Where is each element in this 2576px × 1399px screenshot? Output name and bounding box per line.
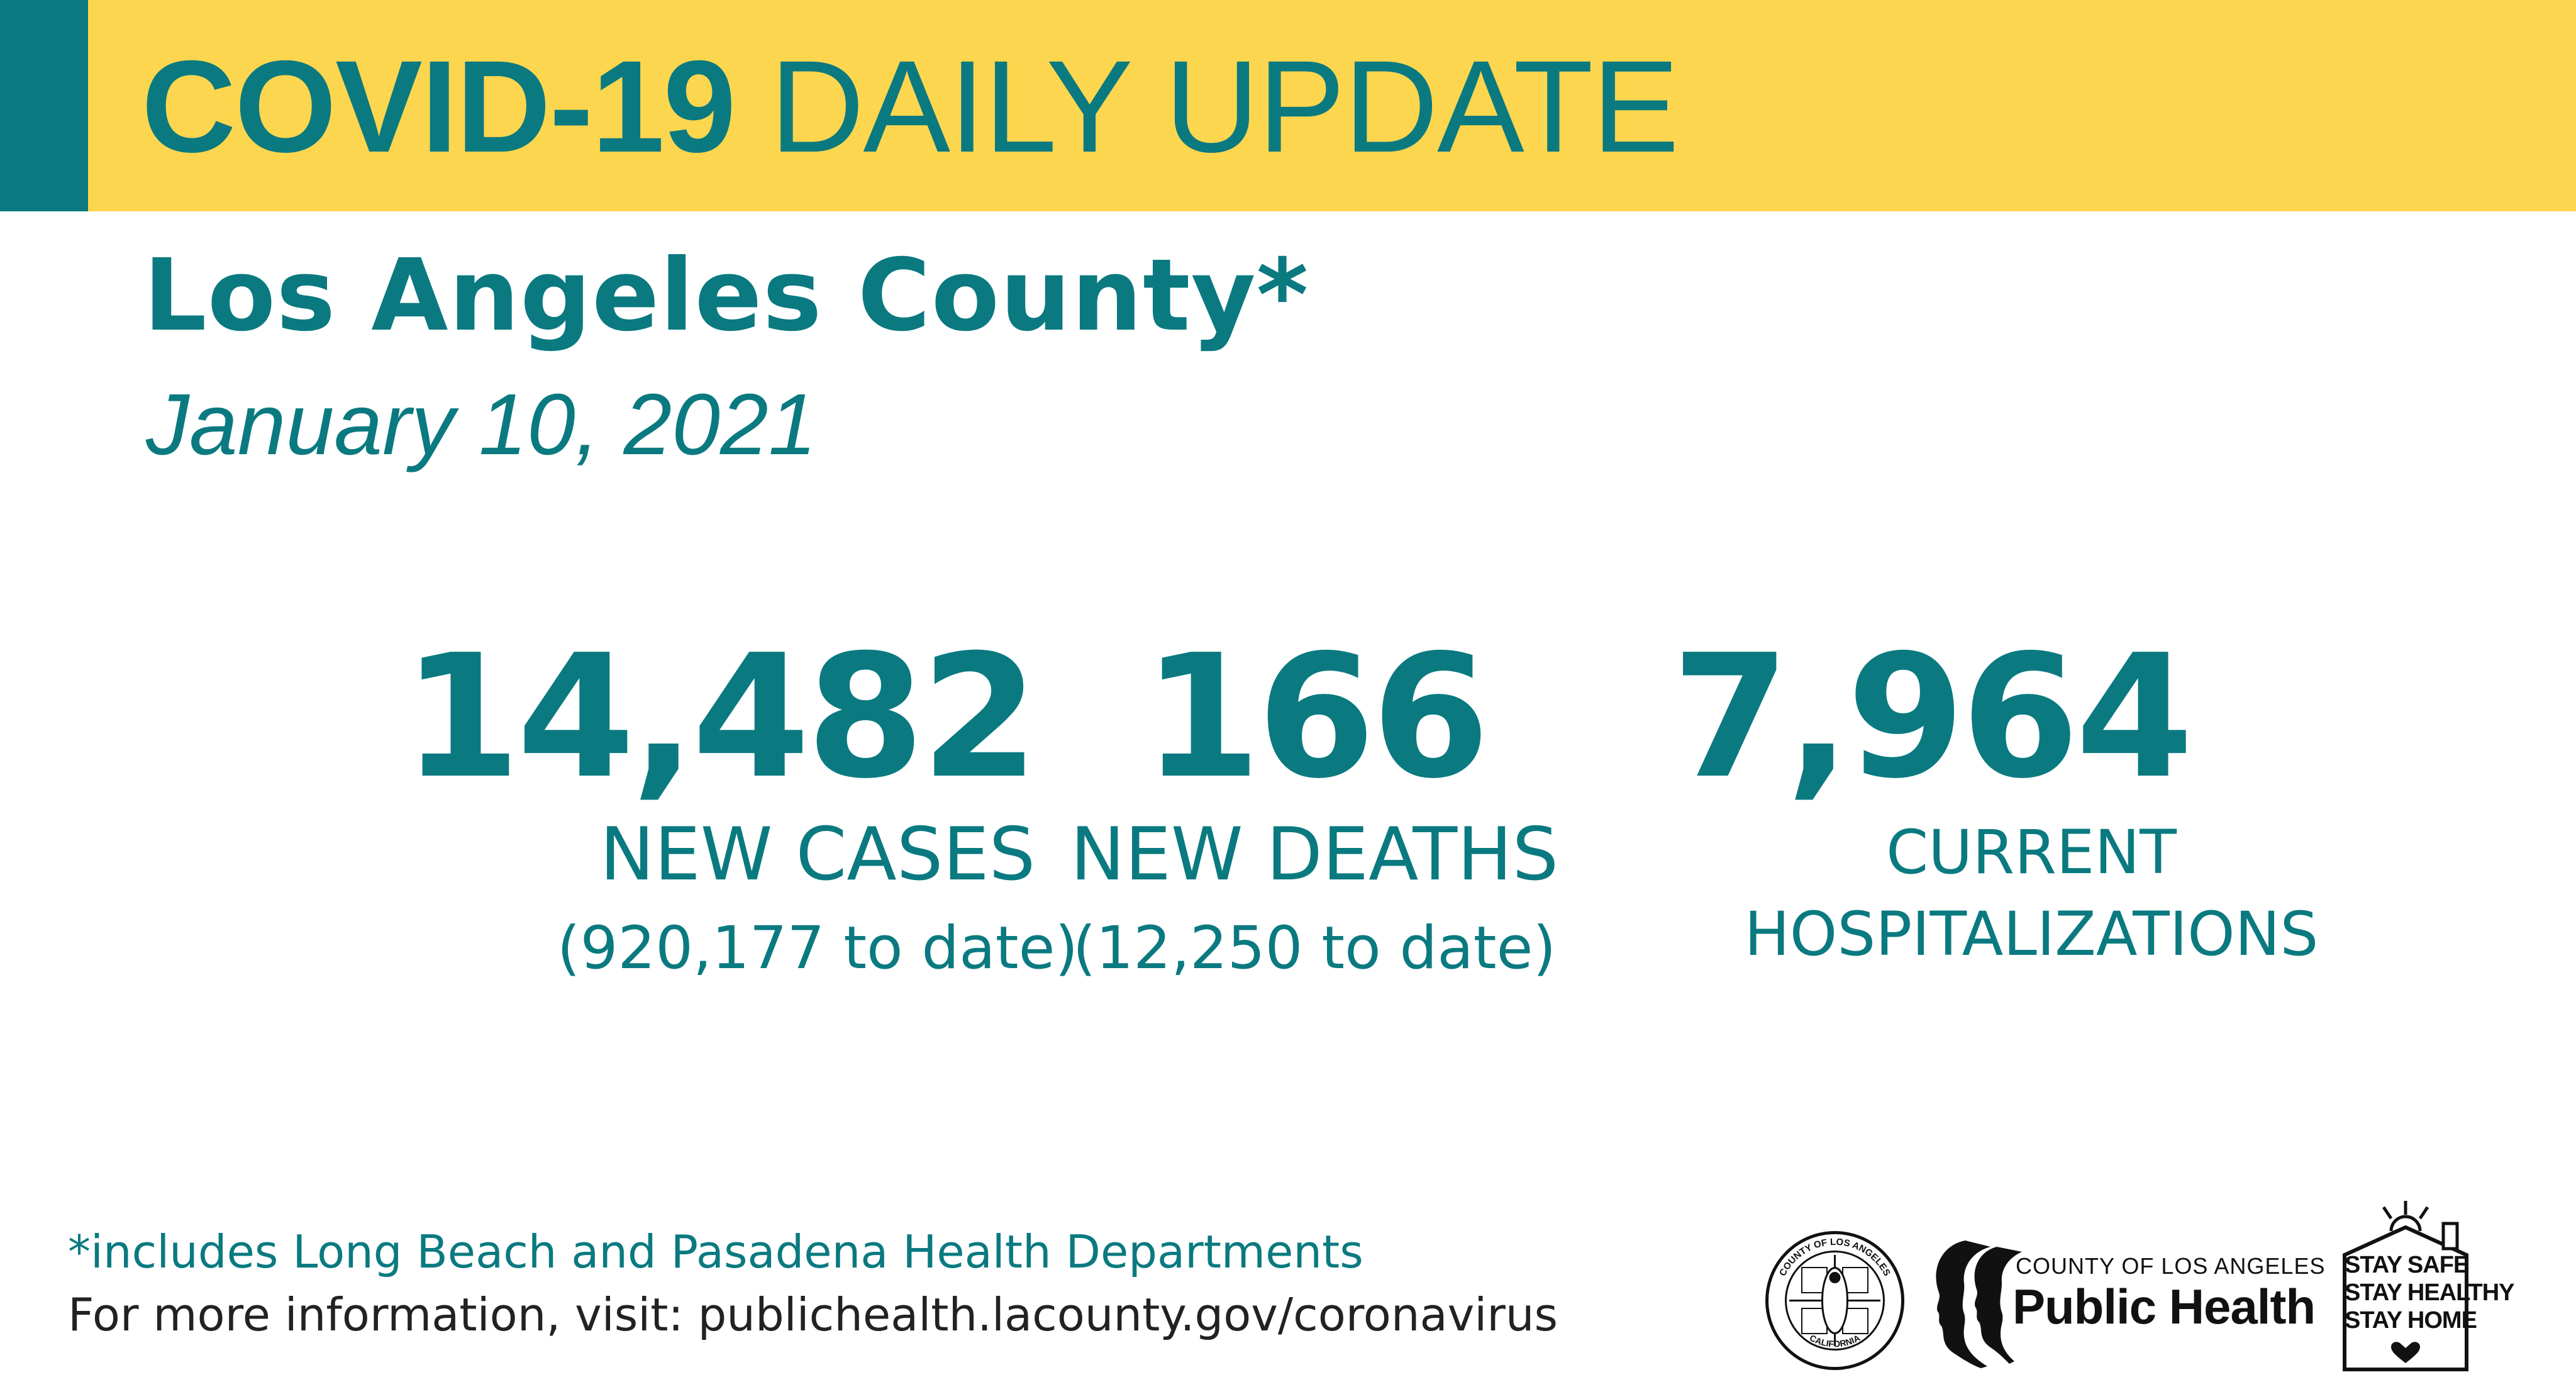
deaths-to-date: (12,250 to date) [1072,914,1557,983]
hospitalizations-label-line1: CURRENT [1886,817,2177,888]
public-health-small-text: COUNTY OF LOS ANGELES [2016,1253,2326,1279]
hospitalizations-label-line2: HOSPITALIZATIONS [1744,899,2319,969]
public-health-big-text: Public Health [2012,1279,2316,1334]
new-deaths-value: 166 [1143,618,1490,816]
cases-to-date: (920,177 to date) [557,914,1079,983]
silhouette-faces-icon [1936,1240,2022,1368]
county-seal-icon: COUNTY OF LOS ANGELES CALIFORNIA [1765,1231,1904,1370]
update-date: January 10, 2021 [146,376,817,473]
footnote: *includes Long Beach and Pasadena Health… [68,1225,1363,1278]
county-heading: Los Angeles County* [143,238,1309,354]
hospitalizations-value: 7,964 [1672,618,2194,816]
house-sun-icon [2343,1201,2468,1371]
more-info-text[interactable]: For more information, visit: publichealt… [68,1288,1558,1341]
banner-accent-bar [0,0,88,211]
new-cases-value: 14,482 [402,618,1039,816]
page-title: COVID-19 DAILY UPDATE [142,31,1679,182]
title-banner: COVID-19 DAILY UPDATE [0,0,2576,211]
stay-home-line: STAY HOME [2345,1307,2477,1334]
stat-new-cases: 14,482 NEW CASES (920,177 to date) [377,623,1258,999]
stay-healthy-line: STAY HEALTHY [2345,1279,2515,1306]
title-light: DAILY UPDATE [770,34,1679,180]
stat-new-deaths: 166 NEW DEATHS (12,250 to date) [1025,623,1604,999]
stay-safe-line: STAY SAFE [2345,1252,2469,1278]
title-bold: COVID-19 [142,34,736,180]
new-deaths-label: NEW DEATHS [1070,812,1559,897]
new-cases-label: NEW CASES [599,812,1036,897]
stat-hospitalizations: 7,964 CURRENT HOSPITALIZATIONS [1623,623,2440,975]
